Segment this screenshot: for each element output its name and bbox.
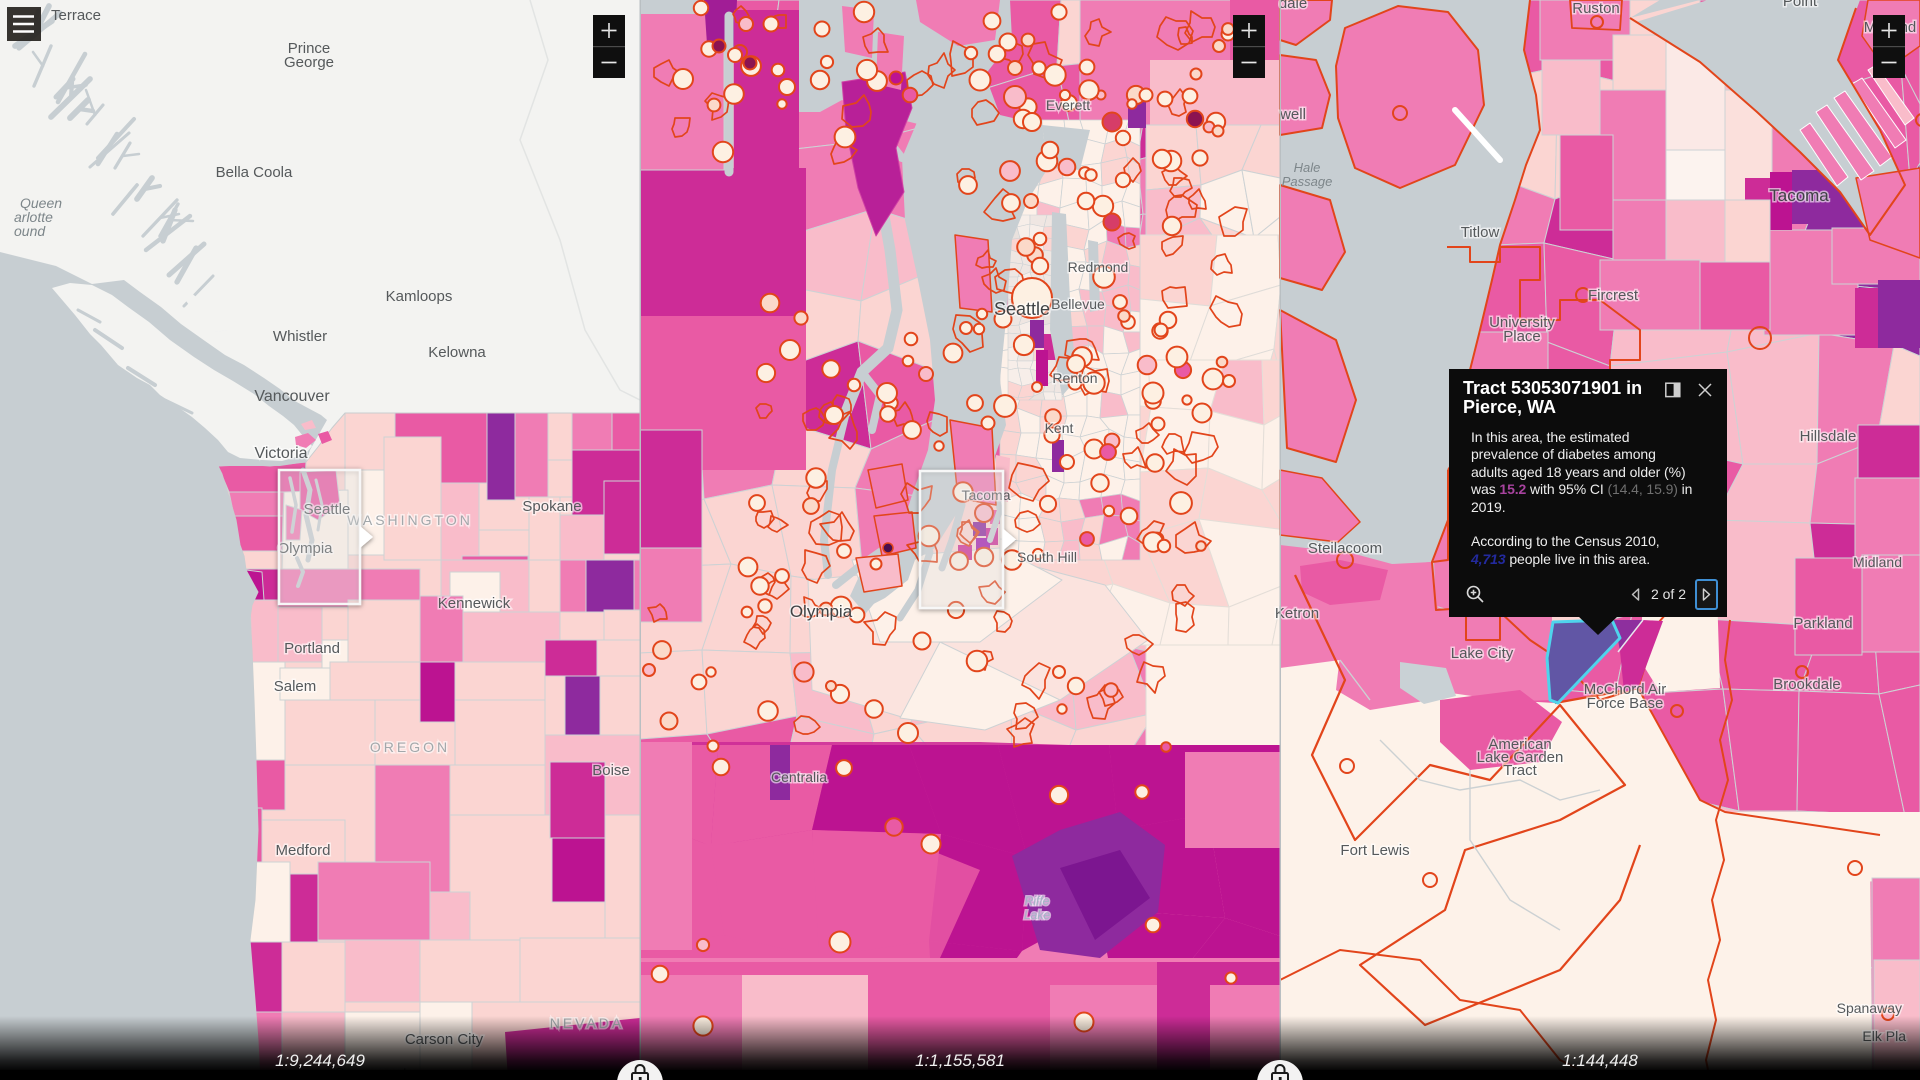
svg-text:arlotte: arlotte [14, 209, 53, 225]
svg-text:Centralia: Centralia [771, 769, 827, 785]
svg-text:Riffe: Riffe [1025, 894, 1050, 908]
svg-text:dale: dale [1279, 0, 1307, 12]
svg-text:Point: Point [1783, 0, 1818, 10]
svg-text:1:1,155,581: 1:1,155,581 [915, 1051, 1005, 1070]
svg-text:Kent: Kent [1045, 420, 1074, 436]
svg-text:Force Base: Force Base [1587, 695, 1664, 712]
svg-text:Hillsdale: Hillsdale [1800, 428, 1857, 445]
svg-text:American: American [1488, 736, 1551, 753]
svg-text:Prince: Prince [288, 40, 331, 57]
svg-text:Ruston: Ruston [1572, 0, 1620, 17]
svg-text:WASHINGTON: WASHINGTON [347, 512, 473, 528]
svg-text:1:144,448: 1:144,448 [1562, 1051, 1638, 1070]
svg-text:well: well [1279, 106, 1306, 123]
svg-text:Brookdale: Brookdale [1773, 676, 1841, 693]
svg-text:South Hill: South Hill [1017, 549, 1077, 565]
svg-text:Redmond: Redmond [1068, 259, 1129, 275]
svg-text:Terrace: Terrace [51, 7, 101, 24]
svg-text:Whistler: Whistler [273, 328, 327, 345]
svg-text:Medford: Medford [275, 842, 330, 859]
svg-text:Olympia: Olympia [790, 602, 853, 621]
svg-text:Vancouver: Vancouver [254, 388, 330, 405]
svg-text:Salem: Salem [274, 678, 317, 695]
svg-text:Passage: Passage [1282, 174, 1333, 189]
svg-text:Kelowna: Kelowna [428, 344, 486, 361]
svg-text:Portland: Portland [284, 640, 340, 657]
svg-text:Fircrest: Fircrest [1588, 287, 1639, 304]
svg-text:Lake City: Lake City [1451, 645, 1514, 662]
svg-text:Queen: Queen [20, 195, 62, 211]
svg-text:University: University [1489, 314, 1555, 331]
svg-text:Tract: Tract [1503, 762, 1537, 779]
svg-text:Place: Place [1503, 328, 1541, 345]
svg-text:Seattle: Seattle [994, 299, 1050, 319]
svg-text:Tacoma: Tacoma [1769, 186, 1829, 205]
svg-text:Kamloops: Kamloops [386, 288, 453, 305]
svg-text:Titlow: Titlow [1461, 224, 1500, 241]
svg-text:Hale: Hale [1294, 160, 1321, 175]
svg-text:OREGON: OREGON [370, 739, 450, 755]
svg-text:Bella Coola: Bella Coola [216, 164, 293, 181]
svg-text:Fort Lewis: Fort Lewis [1340, 842, 1409, 859]
svg-text:George: George [284, 54, 334, 71]
svg-text:Parkland: Parkland [1793, 615, 1852, 632]
svg-text:Lake: Lake [1024, 908, 1050, 922]
svg-text:Lake Garden: Lake Garden [1477, 749, 1564, 766]
svg-text:Midland: Midland [1853, 554, 1902, 570]
svg-text:Steilacoom: Steilacoom [1308, 540, 1382, 557]
svg-text:Kennewick: Kennewick [438, 595, 511, 612]
svg-text:Boise: Boise [592, 762, 630, 779]
svg-text:Spokane: Spokane [522, 498, 581, 515]
svg-text:Everett: Everett [1046, 97, 1090, 113]
svg-text:Bellevue: Bellevue [1051, 296, 1105, 312]
svg-text:1:9,244,649: 1:9,244,649 [275, 1051, 365, 1070]
svg-text:Victoria: Victoria [254, 445, 307, 462]
svg-text:McChord Air: McChord Air [1584, 681, 1667, 698]
svg-text:Spanaway: Spanaway [1837, 1000, 1902, 1016]
svg-text:Ketron: Ketron [1275, 605, 1319, 622]
svg-text:ound: ound [14, 223, 46, 239]
svg-text:Renton: Renton [1052, 370, 1097, 386]
